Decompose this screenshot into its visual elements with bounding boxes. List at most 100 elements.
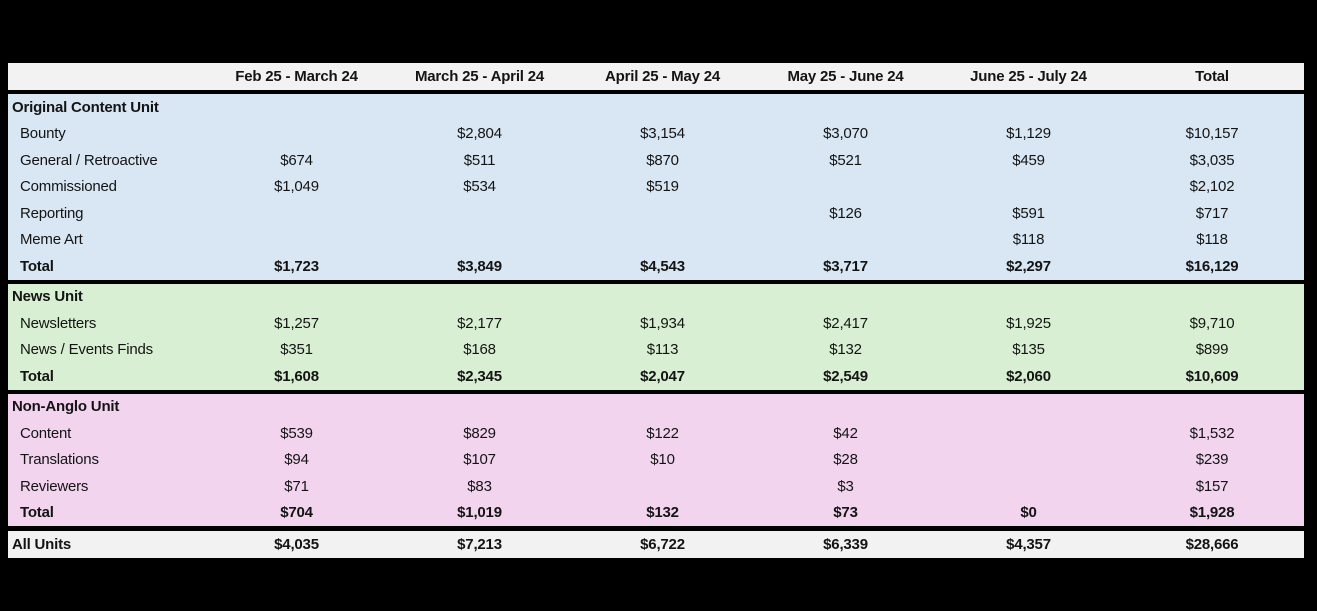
value-cell: $519	[646, 178, 679, 196]
table-header: Feb 25 - March 24 March 25 - April 24 Ap…	[8, 63, 1304, 94]
header-cell-label	[8, 63, 205, 94]
section-total-row: Total $1,723 $3,849 $4,543 $3,717 $2,297 $16,1…	[8, 253, 1304, 282]
value-cell: $42	[833, 424, 858, 442]
total-value-cell: $1,608	[274, 367, 319, 385]
value-cell: $1,532	[1189, 424, 1235, 442]
table-row: Bounty $2,804 $3,154 $3,070 $1,129 $10,157	[8, 120, 1304, 147]
empty-cell	[571, 279, 754, 310]
total-value-cell: $1,928	[1189, 504, 1235, 522]
empty-cell	[754, 389, 937, 420]
empty-cell	[205, 279, 388, 310]
value-cell: $717	[1195, 204, 1229, 222]
value-cell: $132	[829, 341, 862, 359]
value-cell	[937, 447, 1120, 474]
row-label: Content	[20, 424, 72, 442]
total-value-cell: $10,609	[1185, 367, 1239, 385]
value-cell: $2,804	[457, 125, 502, 143]
value-cell: $157	[1195, 477, 1229, 495]
empty-cell	[937, 389, 1120, 420]
row-label: Meme Art	[20, 231, 83, 249]
table-row: General / Retroactive $674 $511 $870 $521 $45…	[8, 147, 1304, 174]
value-cell: $870	[646, 151, 679, 169]
empty-cell	[754, 92, 937, 121]
row-label: Bounty	[20, 125, 66, 143]
empty-cell	[388, 92, 571, 121]
total-value-cell: $0	[1020, 504, 1037, 522]
empty-cell	[388, 389, 571, 420]
total-value-cell: $132	[646, 504, 679, 522]
value-cell	[754, 227, 937, 254]
header-cell-period-4: May 25 - June 24	[754, 63, 937, 94]
total-value-cell: $2,047	[640, 367, 685, 385]
empty-cell	[571, 389, 754, 420]
value-cell: $3,154	[640, 125, 685, 143]
grand-total-value-cell: $6,722	[571, 526, 754, 558]
value-cell: $591	[1012, 204, 1045, 222]
empty-cell	[1120, 389, 1304, 420]
value-cell: $118	[1012, 231, 1045, 249]
value-cell: $135	[1012, 341, 1045, 359]
empty-cell	[937, 279, 1120, 310]
value-cell	[205, 200, 388, 227]
empty-cell	[1120, 92, 1304, 121]
total-label: Total	[20, 257, 54, 275]
value-cell: $534	[463, 178, 496, 196]
table-row: Content $539 $829 $122 $42 $1,532	[8, 420, 1304, 447]
total-label: Total	[20, 504, 54, 522]
grand-total-value-cell: $28,666	[1120, 526, 1304, 558]
row-label: Newsletters	[20, 314, 97, 332]
row-label: Reviewers	[20, 477, 89, 495]
value-cell: $1,934	[640, 314, 685, 332]
table-row: News / Events Finds $351 $168 $113 $132 $135 $…	[8, 336, 1304, 363]
total-value-cell: $2,549	[823, 367, 868, 385]
row-label: Reporting	[20, 204, 84, 222]
header-cell-period-1: Feb 25 - March 24	[205, 63, 388, 94]
grand-total-value-cell: $4,357	[937, 526, 1120, 558]
grand-total-value-cell: $6,339	[754, 526, 937, 558]
section-title-row: News Unit	[8, 279, 1304, 310]
value-cell: $10,157	[1185, 125, 1239, 143]
value-cell: $1,049	[274, 178, 319, 196]
value-cell	[205, 227, 388, 254]
value-cell	[937, 420, 1120, 447]
section-title: Original Content Unit	[12, 98, 159, 116]
empty-cell	[388, 279, 571, 310]
value-cell	[937, 473, 1120, 500]
value-cell	[937, 174, 1120, 201]
value-cell: $3	[837, 477, 854, 495]
table-row: Translations $94 $107 $10 $28 $239	[8, 446, 1304, 474]
value-cell	[388, 200, 571, 227]
value-cell	[571, 200, 754, 227]
table-row: Newsletters $1,257 $2,177 $1,934 $2,417 $1,92…	[8, 310, 1304, 337]
empty-cell	[1120, 279, 1304, 310]
value-cell: $351	[280, 341, 313, 359]
value-cell: $118	[1196, 231, 1228, 249]
grand-total-value-cell: $4,035	[205, 526, 388, 558]
section-total-row: Total $704 $1,019 $132 $73 $0 $1,928	[8, 499, 1304, 529]
empty-cell	[754, 279, 937, 310]
header-cell-total: Total	[1120, 63, 1304, 94]
empty-cell	[937, 92, 1120, 121]
value-cell: $168	[463, 341, 496, 359]
total-value-cell: $2,060	[1006, 367, 1051, 385]
value-cell	[571, 227, 754, 254]
value-cell: $126	[829, 204, 862, 222]
value-cell: $1,257	[274, 314, 319, 332]
value-cell: $521	[829, 151, 862, 169]
value-cell	[388, 227, 571, 254]
value-cell: $899	[1195, 341, 1229, 359]
empty-cell	[571, 92, 754, 121]
value-cell: $2,102	[1189, 178, 1235, 196]
row-label: Translations	[20, 451, 99, 469]
value-cell: $1,925	[1006, 314, 1051, 332]
header-cell-period-3: April 25 - May 24	[571, 63, 754, 94]
empty-cell	[205, 92, 388, 121]
total-value-cell: $2,297	[1006, 257, 1051, 275]
header-cell-period-5: June 25 - July 24	[937, 63, 1120, 94]
value-cell: $1,129	[1006, 125, 1051, 143]
value-cell	[571, 473, 754, 500]
value-cell: $28	[833, 451, 858, 469]
section-total-row: Total $1,608 $2,345 $2,047 $2,549 $2,060 $10,6…	[8, 363, 1304, 392]
value-cell: $3,035	[1189, 151, 1235, 169]
total-value-cell: $1,019	[457, 504, 502, 522]
